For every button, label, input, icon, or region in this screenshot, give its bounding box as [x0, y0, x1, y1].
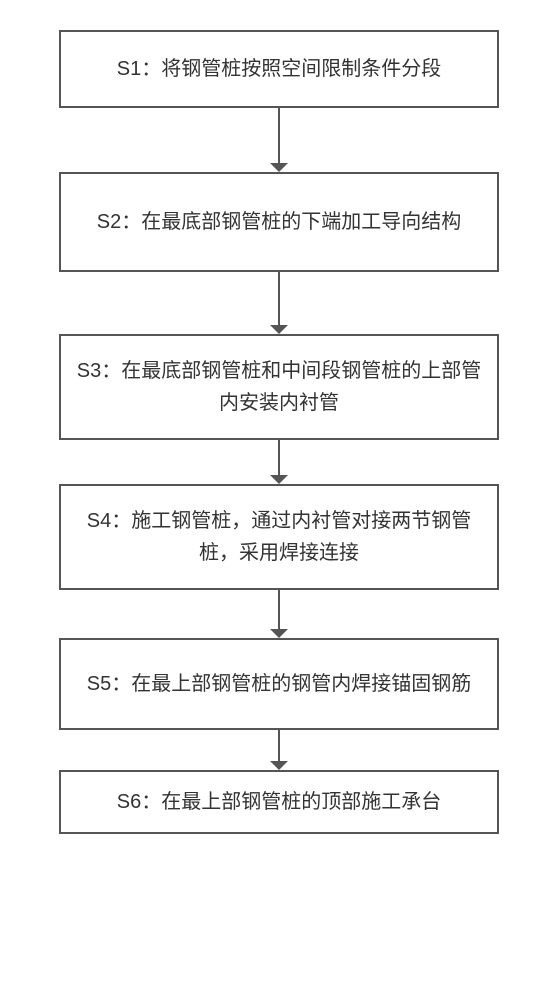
- flow-node-label: S4：施工钢管桩，通过内衬管对接两节钢管桩，采用焊接连接: [73, 505, 485, 569]
- arrow-head-icon: [270, 475, 288, 484]
- arrow-head-icon: [270, 163, 288, 172]
- flow-node-label: S6：在最上部钢管桩的顶部施工承台: [117, 786, 441, 818]
- flow-arrow: [270, 108, 288, 172]
- arrow-line: [278, 730, 280, 761]
- flow-node-label: S5：在最上部钢管桩的钢管内焊接锚固钢筋: [87, 668, 471, 700]
- arrow-line: [278, 108, 280, 163]
- flowchart: S1：将钢管桩按照空间限制条件分段 S2：在最底部钢管桩的下端加工导向结构 S3：在…: [0, 30, 558, 834]
- arrow-head-icon: [270, 629, 288, 638]
- arrow-head-icon: [270, 761, 288, 770]
- flow-node-s4: S4：施工钢管桩，通过内衬管对接两节钢管桩，采用焊接连接: [59, 484, 499, 590]
- arrow-line: [278, 590, 280, 629]
- flow-node-s6: S6：在最上部钢管桩的顶部施工承台: [59, 770, 499, 834]
- arrow-line: [278, 440, 280, 475]
- flow-arrow: [270, 440, 288, 484]
- arrow-head-icon: [270, 325, 288, 334]
- flow-node-label: S1：将钢管桩按照空间限制条件分段: [117, 53, 441, 85]
- flow-arrow: [270, 590, 288, 638]
- arrow-line: [278, 272, 280, 325]
- flow-arrow: [270, 272, 288, 334]
- flowchart-canvas: S1：将钢管桩按照空间限制条件分段 S2：在最底部钢管桩的下端加工导向结构 S3：在…: [0, 0, 558, 1000]
- flow-node-s2: S2：在最底部钢管桩的下端加工导向结构: [59, 172, 499, 272]
- flow-node-label: S2：在最底部钢管桩的下端加工导向结构: [97, 206, 461, 238]
- flow-node-s5: S5：在最上部钢管桩的钢管内焊接锚固钢筋: [59, 638, 499, 730]
- flow-node-s3: S3：在最底部钢管桩和中间段钢管桩的上部管内安装内衬管: [59, 334, 499, 440]
- flow-arrow: [270, 730, 288, 770]
- flow-node-s1: S1：将钢管桩按照空间限制条件分段: [59, 30, 499, 108]
- flow-node-label: S3：在最底部钢管桩和中间段钢管桩的上部管内安装内衬管: [73, 355, 485, 419]
